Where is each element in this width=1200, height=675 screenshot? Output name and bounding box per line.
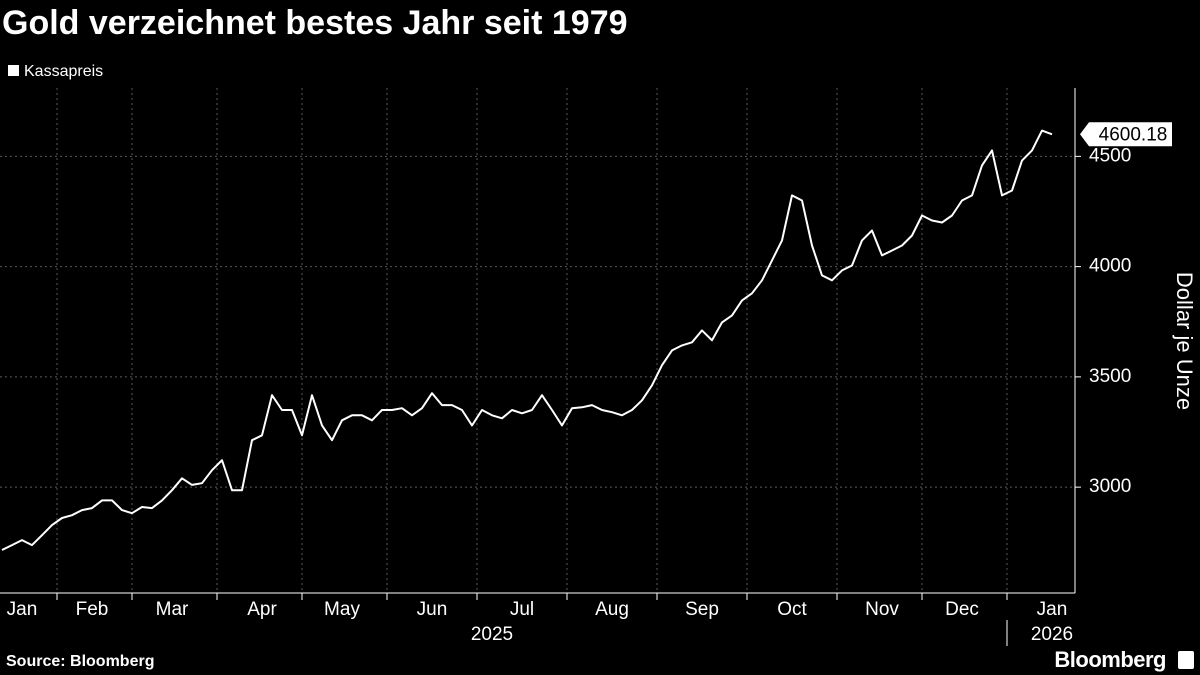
legend-swatch <box>8 65 19 76</box>
chart-title: Gold verzeichnet bestes Jahr seit 1979 <box>2 4 628 42</box>
x-tick-label: May <box>324 599 360 620</box>
y-tick-label: 4000 <box>1089 256 1131 277</box>
value-label: 4600.18 <box>1099 124 1168 145</box>
source: Source: Bloomberg <box>6 653 154 670</box>
y-tick-label: 4500 <box>1089 145 1131 166</box>
x-tick-label: Apr <box>247 599 277 620</box>
x-tick-label: Dec <box>945 599 979 620</box>
x-tick-label: Aug <box>595 599 629 620</box>
x-group-label: 2026 <box>1031 624 1073 645</box>
value-label-box <box>1080 122 1172 147</box>
y-tick-label: 3500 <box>1089 366 1131 387</box>
brand-icon <box>1178 651 1194 669</box>
x-tick-label: Oct <box>777 599 807 620</box>
x-tick-label: Sep <box>685 599 719 620</box>
x-group-label: 2025 <box>471 624 513 645</box>
y-tick-label: 3000 <box>1089 476 1131 497</box>
y-axis-title: Dollar je Unze <box>1172 272 1197 410</box>
x-tick-label: Jan <box>1037 599 1068 620</box>
x-tick-label: Nov <box>865 599 899 620</box>
brand: Bloomberg <box>1054 647 1166 672</box>
x-tick-label: Jan <box>7 599 38 620</box>
legend-label: Kassapreis <box>24 63 103 80</box>
price-line <box>1 129 1053 551</box>
x-tick-label: Mar <box>156 599 189 620</box>
x-tick-label: Jun <box>417 599 448 620</box>
x-tick-label: Feb <box>76 599 109 620</box>
x-tick-label: Jul <box>510 599 534 620</box>
